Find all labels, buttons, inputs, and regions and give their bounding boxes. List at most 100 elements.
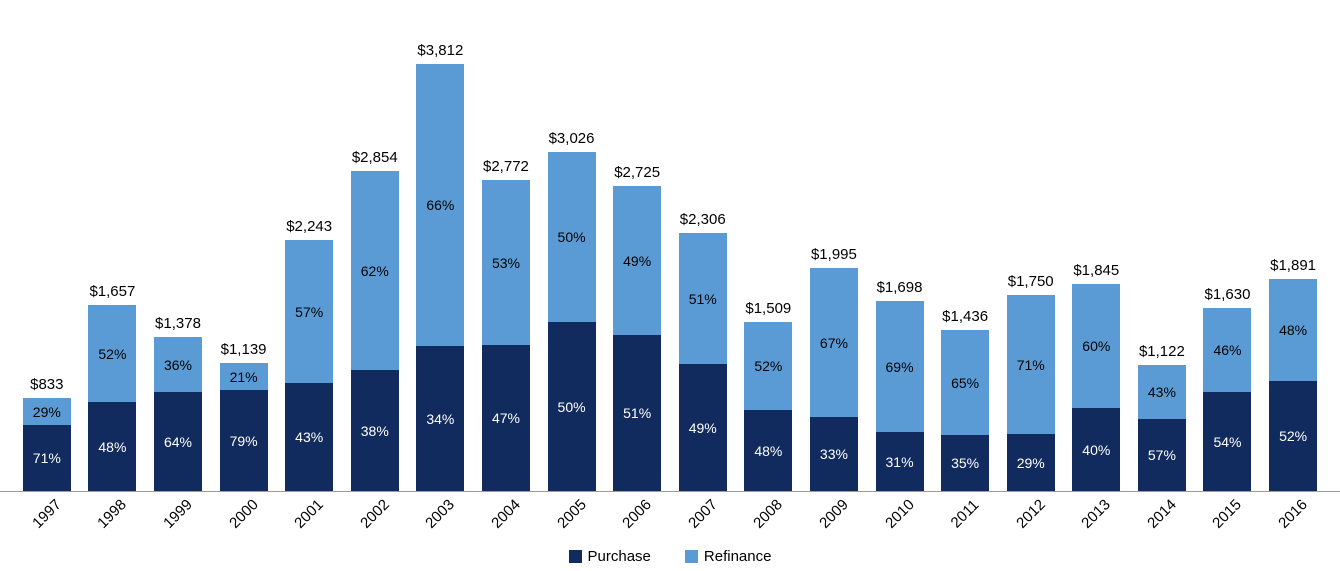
x-axis-year-label: 2009 [816,496,852,532]
purchase-segment: 31% [875,432,924,491]
x-axis-year-label: 1999 [160,496,196,532]
bar-group: $2,854 62% 38% [342,149,408,491]
refinance-segment: 52% [88,305,137,402]
bar-total-label: $1,122 [1138,343,1185,360]
bar-group: $1,995 67% 33% [801,246,867,491]
refinance-segment: 46% [1203,308,1252,392]
purchase-segment: 64% [153,392,202,491]
purchase-segment: 49% [678,364,727,491]
x-axis-year-label: 2012 [1012,496,1049,532]
bar-total-label: $1,995 [810,246,857,263]
purchase-segment: 29% [1006,434,1055,491]
x-axis-cell: 2012 [998,492,1064,543]
purchase-segment: 48% [744,410,793,491]
refinance-segment: 69% [875,301,924,432]
x-axis-cell: 2009 [801,492,867,543]
bar-group: $1,139 21% 79% [211,341,277,491]
x-axis-cell: 2004 [473,492,539,543]
purchase-segment: 35% [941,435,990,491]
x-axis-year-label: 2003 [422,496,459,532]
refinance-segment: 29% [22,398,71,425]
refinance-segment: 49% [613,186,662,335]
x-axis-cell: 2008 [736,492,802,543]
refinance-segment: 71% [1006,295,1055,434]
x-axis-year-label: 2001 [291,496,327,532]
refinance-segment: 62% [350,171,399,370]
bar-total-label: $1,750 [1007,273,1054,290]
bar-total-label: $3,812 [417,42,464,59]
bar-group: $1,891 48% 52% [1260,257,1326,491]
refinance-segment: 51% [678,233,727,364]
bar-total-label: $1,436 [942,308,989,325]
x-axis-cell: 2000 [211,492,277,543]
bar-group: $2,306 51% 49% [670,211,736,491]
bar-group: $833 29% 71% [14,376,80,491]
x-axis-year-label: 2005 [553,496,590,532]
legend-item-purchase: Purchase [568,547,651,565]
legend-item-refinance: Refinance [684,547,772,565]
bar-total-label: $2,725 [614,164,661,181]
purchase-segment: 71% [22,425,71,491]
purchase-segment: 33% [809,417,858,491]
x-axis-cell: 2003 [408,492,474,543]
x-axis-year-label: 2004 [488,496,524,532]
bar-total-label: $2,854 [351,149,398,166]
purchase-segment: 50% [547,322,596,491]
refinance-segment: 67% [809,268,858,417]
x-axis-year-label: 2002 [356,496,393,532]
purchase-segment: 43% [285,383,334,491]
refinance-segment: 48% [1269,279,1318,381]
x-axis: 1997 1998 1999 2000 2001 2002 2003 2004 2005 2006… [0,491,1340,543]
purchase-segment: 57% [1137,419,1186,491]
x-axis-year-label: 2007 [684,496,721,532]
bar-total-label: $1,509 [745,300,792,317]
x-axis-year-label: 2015 [1209,496,1246,532]
bar-group: $1,630 46% 54% [1195,286,1261,491]
x-axis-cell: 2006 [604,492,670,543]
refinance-legend-swatch-icon [684,549,698,563]
legend-label-refinance: Refinance [703,547,772,565]
refinance-segment: 53% [481,180,530,345]
refinance-segment: 21% [219,363,268,390]
x-axis-year-label: 2008 [750,496,787,532]
bar-group: $3,812 66% 34% [408,42,474,491]
bar-group: $3,026 50% 50% [539,130,605,491]
x-axis-cell: 2002 [342,492,408,543]
purchase-segment: 40% [1072,408,1121,491]
x-axis-year-label: 2000 [225,496,262,532]
purchase-segment: 54% [1203,392,1252,491]
bar-total-label: $1,845 [1073,262,1120,279]
x-axis-cell: 2007 [670,492,736,543]
x-axis-year-label: 2014 [1144,496,1180,532]
bar-group: $1,122 43% 57% [1129,343,1195,491]
bar-group: $1,657 52% 48% [80,283,146,491]
x-axis-year-label: 2016 [1275,496,1311,532]
x-axis-year-label: 1998 [94,496,131,532]
plot-area: $833 29% 71% $1,657 52% 48% $1,378 36% 64% $1,139… [0,36,1340,491]
x-axis-cell: 2001 [276,492,342,543]
bar-total-label: $833 [30,376,64,393]
bar-total-label: $1,630 [1204,286,1251,303]
bar-total-label: $1,657 [89,283,136,300]
bar-group: $1,698 69% 31% [867,279,933,491]
bar-total-label: $2,306 [679,211,726,228]
purchase-segment: 34% [416,346,465,491]
bar-group: $1,750 71% 29% [998,273,1064,491]
bar-group: $1,378 36% 64% [145,315,211,491]
bar-total-label: $3,026 [548,130,595,147]
x-axis-cell: 2011 [932,492,998,543]
bar-group: $2,725 49% 51% [604,164,670,491]
purchase-segment: 48% [88,402,137,491]
x-axis-cell: 2010 [867,492,933,543]
bar-total-label: $2,243 [286,218,333,235]
refinance-segment: 52% [744,322,793,410]
bar-total-label: $1,891 [1270,257,1317,274]
refinance-segment: 43% [1137,365,1186,419]
purchase-segment: 47% [481,345,530,491]
legend-label-purchase: Purchase [587,547,651,565]
x-axis-year-label: 2013 [1078,496,1115,532]
x-axis-cell: 2013 [1064,492,1130,543]
bar-group: $1,845 60% 40% [1064,262,1130,491]
x-axis-year-label: 2011 [947,496,983,532]
